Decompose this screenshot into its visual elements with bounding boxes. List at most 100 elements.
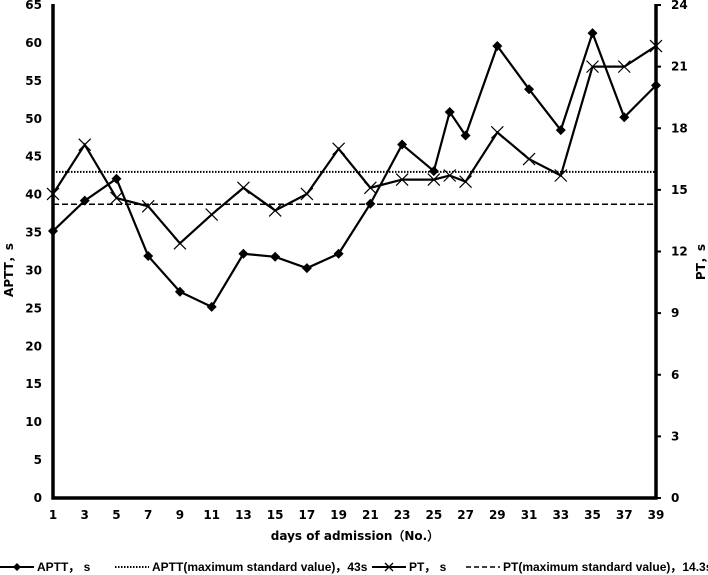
legend-item-pt: PT， s bbox=[372, 558, 446, 575]
y-tick-label-right: 24 bbox=[671, 0, 688, 12]
y-tick-label-right: 3 bbox=[671, 429, 679, 443]
diamond-marker bbox=[174, 286, 185, 297]
diamond-marker bbox=[397, 139, 408, 150]
legend-label-pt: PT， s bbox=[409, 560, 447, 574]
x-tick-label: 19 bbox=[330, 508, 347, 522]
y-tick-label-left: 40 bbox=[25, 188, 42, 202]
y-tick-label-right: 9 bbox=[671, 306, 679, 320]
diamond-marker bbox=[238, 248, 249, 259]
diamond-marker bbox=[111, 173, 122, 184]
diamond-marker bbox=[365, 198, 376, 209]
diamond-marker bbox=[428, 166, 439, 177]
reference-lines bbox=[53, 170, 656, 205]
x-tick-label: 15 bbox=[267, 508, 284, 522]
x-marker bbox=[395, 173, 409, 187]
x-line-icon bbox=[372, 562, 406, 571]
chart-canvas: 0510152025303540455055606503691215182124… bbox=[2, 0, 708, 543]
x-marker bbox=[554, 169, 568, 182]
diamond-marker bbox=[206, 301, 217, 312]
x-marker bbox=[522, 152, 536, 166]
y-tick-label-left: 35 bbox=[25, 226, 42, 240]
data-series bbox=[46, 28, 663, 312]
axes bbox=[51, 4, 658, 500]
x-marker bbox=[443, 169, 457, 182]
y-tick-label-right: 15 bbox=[671, 183, 688, 197]
x-marker bbox=[300, 187, 314, 201]
x-tick-label: 21 bbox=[362, 508, 379, 522]
x-marker bbox=[332, 142, 346, 156]
y-tick-label-right: 21 bbox=[671, 60, 688, 74]
y-tick-label-left: 0 bbox=[34, 491, 42, 505]
x-marker bbox=[490, 125, 504, 139]
diamond-marker bbox=[143, 251, 154, 262]
x-marker bbox=[459, 175, 473, 189]
diamond-line-icon bbox=[0, 562, 34, 571]
y-tick-label-left: 55 bbox=[25, 74, 42, 88]
x-marker bbox=[427, 173, 441, 187]
diamond-marker bbox=[460, 130, 471, 141]
y-tick-label-right: 0 bbox=[671, 491, 679, 505]
diamond-marker bbox=[555, 125, 566, 136]
x-tick-label: 31 bbox=[521, 508, 538, 522]
y-tick-label-right: 18 bbox=[671, 121, 688, 135]
diamond-marker bbox=[444, 106, 455, 117]
x-axis-title: days of admission（No.） bbox=[271, 528, 439, 543]
y-tick-label-left: 5 bbox=[34, 453, 42, 467]
dotted-line-icon bbox=[115, 565, 149, 568]
legend: APTT， s APTT(maximum standard value)，43s… bbox=[0, 558, 708, 574]
y-axis-title-left: APTT，s bbox=[2, 243, 16, 297]
legend-label-aptt: APTT， s bbox=[37, 560, 91, 574]
x-tick-label: 25 bbox=[425, 508, 442, 522]
x-tick-label: 13 bbox=[235, 508, 252, 522]
x-tick-label: 17 bbox=[299, 508, 316, 522]
x-tick-label: 35 bbox=[584, 508, 601, 522]
x-tick-label: 33 bbox=[552, 508, 569, 522]
x-marker bbox=[141, 199, 155, 213]
legend-label-aptt-ref: APTT(maximum standard value)，43s bbox=[152, 560, 368, 574]
diamond-marker bbox=[524, 84, 535, 95]
y-tick-label-left: 25 bbox=[25, 301, 42, 315]
x-tick-label: 1 bbox=[49, 508, 57, 522]
x-tick-label: 27 bbox=[457, 508, 474, 522]
y-tick-label-right: 12 bbox=[671, 245, 688, 259]
diamond-marker bbox=[79, 195, 90, 206]
legend-item-pt-ref: PT(maximum standard value)，14.3s bbox=[466, 558, 708, 575]
y-tick-label-right: 6 bbox=[671, 368, 679, 382]
y-tick-label-left: 20 bbox=[25, 339, 42, 353]
x-marker bbox=[268, 203, 282, 217]
y-tick-label-left: 10 bbox=[25, 415, 42, 429]
diamond-marker bbox=[333, 248, 344, 259]
y-tick-label-left: 65 bbox=[25, 0, 42, 12]
y-axis-title-right: PT，s bbox=[694, 244, 708, 280]
diamond-marker bbox=[587, 28, 598, 39]
legend-item-aptt-ref: APTT(maximum standard value)，43s bbox=[115, 558, 367, 575]
x-marker bbox=[363, 181, 377, 195]
y-tick-label-left: 50 bbox=[25, 112, 42, 126]
x-marker bbox=[236, 181, 250, 195]
x-marker bbox=[586, 60, 599, 74]
x-tick-label: 23 bbox=[394, 508, 411, 522]
x-tick-label: 7 bbox=[144, 508, 152, 522]
x-tick-label: 37 bbox=[616, 508, 633, 522]
x-marker bbox=[173, 236, 187, 250]
x-tick-label: 5 bbox=[112, 508, 120, 522]
x-tick-label: 9 bbox=[176, 508, 184, 522]
diamond-marker bbox=[301, 263, 312, 274]
y-tick-label-left: 15 bbox=[25, 377, 42, 391]
y-tick-label-left: 30 bbox=[25, 263, 42, 277]
x-tick-label: 29 bbox=[489, 508, 506, 522]
legend-item-aptt: APTT， s bbox=[0, 558, 90, 575]
diamond-marker bbox=[492, 40, 503, 51]
diamond-marker bbox=[619, 112, 630, 123]
x-marker bbox=[205, 208, 219, 221]
x-tick-label: 3 bbox=[81, 508, 89, 522]
y-tick-label-left: 60 bbox=[25, 36, 42, 50]
diamond-marker bbox=[270, 251, 281, 262]
y-tick-label-left: 45 bbox=[25, 150, 42, 164]
x-tick-label: 39 bbox=[648, 508, 665, 522]
legend-label-pt-ref: PT(maximum standard value)，14.3s bbox=[503, 560, 708, 574]
pt-line bbox=[52, 45, 657, 245]
dashed-line-icon bbox=[466, 565, 500, 568]
x-marker bbox=[617, 60, 631, 74]
tick-labels: 0510152025303540455055606503691215182124… bbox=[25, 0, 687, 522]
